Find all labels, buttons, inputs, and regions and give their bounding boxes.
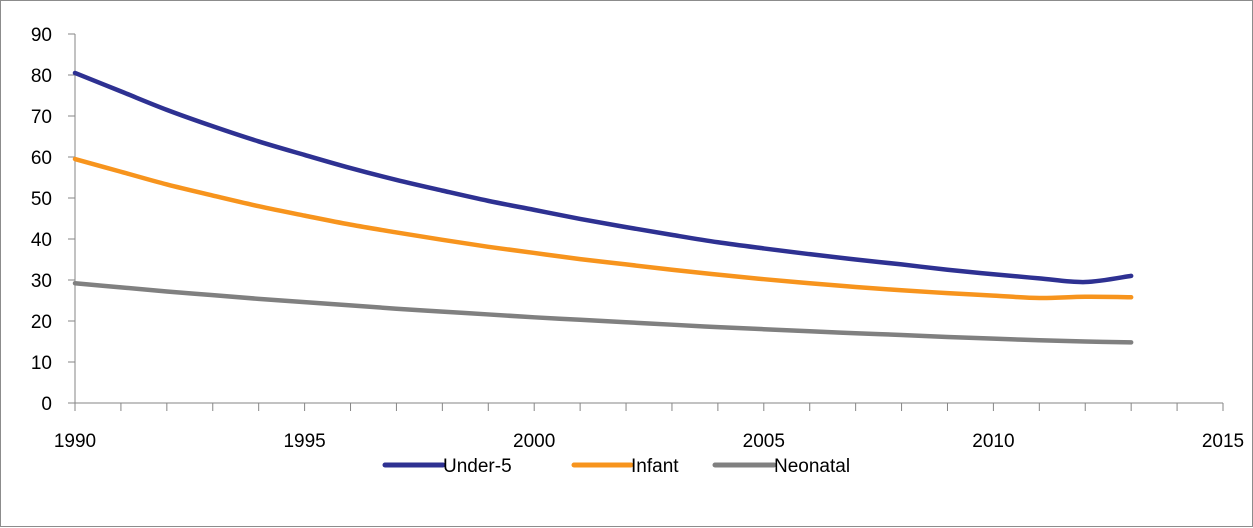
y-tick-label: 60 bbox=[31, 148, 52, 169]
y-tick-label: 0 bbox=[41, 394, 52, 415]
legend-label-neonatal: Neonatal bbox=[774, 456, 850, 477]
y-tick-label: 70 bbox=[31, 107, 52, 128]
series-line-neonatal bbox=[72, 281, 1134, 345]
x-tick-label: 2000 bbox=[513, 431, 555, 452]
series-line-under-5 bbox=[72, 70, 1134, 285]
x-tick-label: 1995 bbox=[283, 431, 325, 452]
y-tick-label: 40 bbox=[31, 230, 52, 251]
y-tick-label: 80 bbox=[31, 66, 52, 87]
x-tick-label: 2010 bbox=[972, 431, 1014, 452]
y-tick-label: 30 bbox=[31, 271, 52, 292]
y-tick-label: 90 bbox=[31, 25, 52, 46]
y-tick-label: 20 bbox=[31, 312, 52, 333]
plot-area: 0 10 20 30 40 50 60 70 80 90 1990 1995 2000 2005 2010 2… bbox=[31, 25, 1244, 477]
legend-label-under-5: Under-5 bbox=[443, 456, 512, 477]
x-tick-label: 2015 bbox=[1202, 431, 1244, 452]
x-tick-label: 1990 bbox=[54, 431, 96, 452]
y-tick-label: 10 bbox=[31, 353, 52, 374]
series-line-infant bbox=[72, 156, 1134, 301]
x-tick-label: 2005 bbox=[743, 431, 785, 452]
legend-label-infant: Infant bbox=[631, 456, 679, 477]
y-tick-label: 50 bbox=[31, 189, 52, 210]
